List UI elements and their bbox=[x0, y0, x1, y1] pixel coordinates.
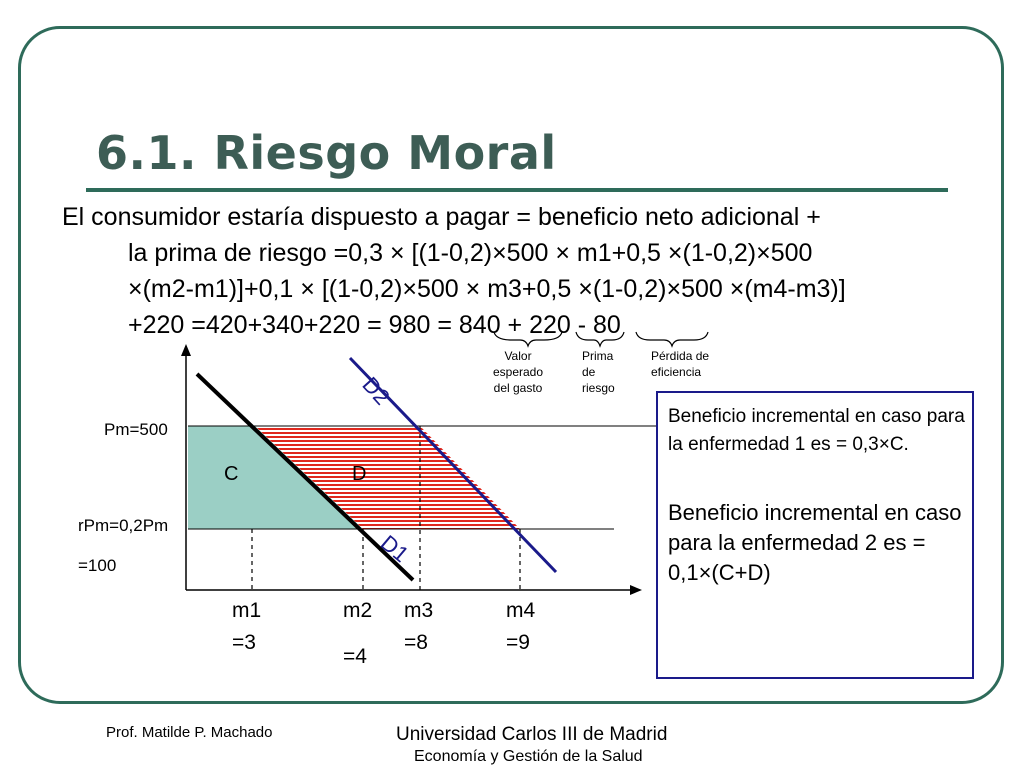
area-d bbox=[255, 426, 520, 529]
brace-label-efficiency-loss: Pérdida de eficiencia bbox=[651, 349, 710, 379]
slide-title: 6.1. Riesgo Moral bbox=[96, 126, 557, 180]
body-line-2: la prima de riesgo =0,3 × [(1-0,2)×500 ×… bbox=[128, 239, 813, 267]
title-underline bbox=[86, 188, 948, 192]
tick-m4-value: =9 bbox=[506, 631, 530, 654]
box-paragraph-disease-2: Beneficio incremental en caso para la en… bbox=[668, 500, 962, 585]
tick-m1-name: m1 bbox=[232, 599, 262, 622]
explanation-box: Beneficio incremental en caso para la en… bbox=[656, 391, 974, 679]
area-c-label: C bbox=[224, 463, 239, 485]
label-rpm: rPm=0,2Pm bbox=[78, 516, 169, 535]
tick-m2-name: m2 bbox=[343, 599, 373, 622]
brace-label-risk-premium: Prima de riesgo bbox=[582, 349, 615, 395]
footer-author: Prof. Matilde P. Machado bbox=[106, 724, 273, 741]
tick-m3-name: m3 bbox=[404, 599, 434, 622]
footer-university: Universidad Carlos III de Madrid bbox=[396, 724, 668, 745]
x-axis-arrow bbox=[630, 585, 642, 595]
brace-840 bbox=[493, 331, 563, 348]
brace-label-expected-spending: Valor esperado del gasto bbox=[492, 349, 544, 395]
label-rpm-value: =100 bbox=[78, 556, 117, 575]
area-c bbox=[188, 426, 363, 529]
tick-m1-value: =3 bbox=[232, 631, 256, 654]
tick-m4-name: m4 bbox=[506, 599, 536, 622]
box-paragraph-disease-1: Beneficio incremental en caso para la en… bbox=[668, 406, 965, 455]
area-d-label: D bbox=[352, 463, 367, 485]
footer-department: Economía y Gestión de la Salud bbox=[414, 748, 643, 765]
y-axis-arrow bbox=[181, 344, 191, 356]
demand-d1 bbox=[195, 372, 415, 582]
body-line-3: ×(m2-m1)]+0,1 × [(1-0,2)×500 × m3+0,5 ×(… bbox=[128, 275, 846, 303]
brace-220 bbox=[575, 331, 625, 348]
tick-m2-value: =4 bbox=[343, 645, 367, 668]
demand-d2 bbox=[348, 356, 558, 574]
brace-80 bbox=[635, 331, 709, 348]
label-pm: Pm=500 bbox=[104, 420, 168, 439]
body-line-4: +220 =420+340+220 = 980 = 840 + 220 - 80 bbox=[128, 311, 621, 339]
body-line-1: El consumidor estaría dispuesto a pagar … bbox=[62, 203, 821, 231]
tick-m3-value: =8 bbox=[404, 631, 428, 654]
